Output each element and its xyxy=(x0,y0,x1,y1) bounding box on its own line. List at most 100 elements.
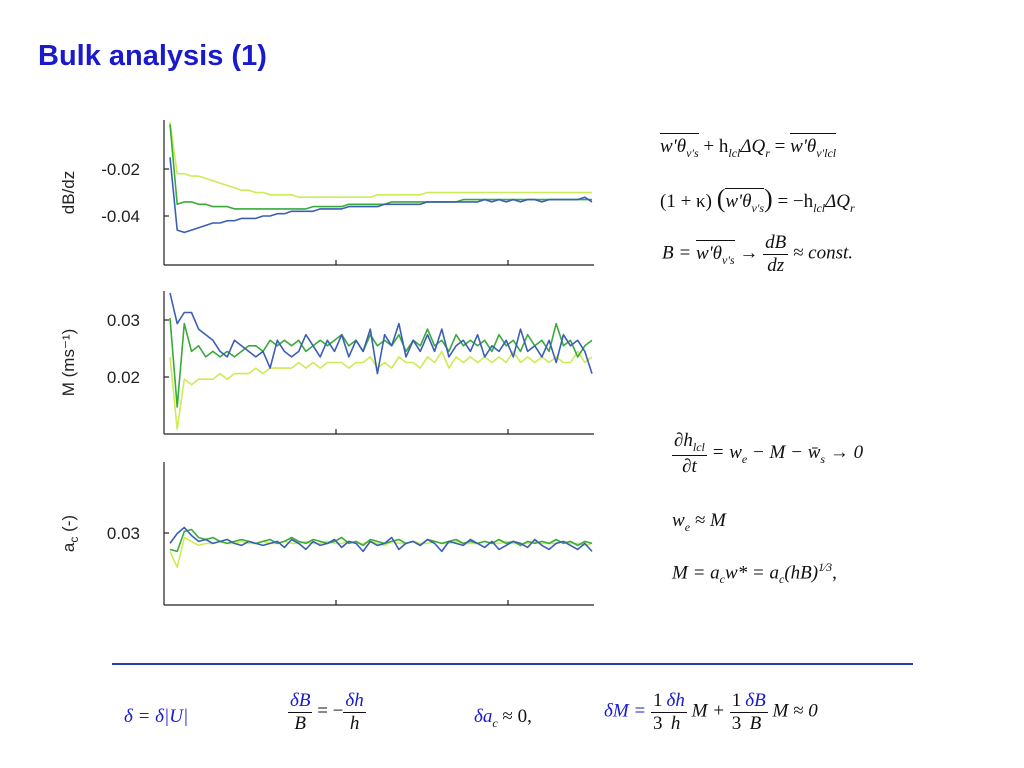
b3-lhs: δa xyxy=(474,706,493,727)
b3-sub-c: c xyxy=(492,715,498,730)
eq1-flux-term: w'θ xyxy=(660,136,687,157)
y-axis-label: dB/dz xyxy=(59,171,78,214)
eq2-rhs: = −h xyxy=(772,191,814,212)
eq6-paren: (hB) xyxy=(784,562,819,584)
eq1-sub-lcl: lcl xyxy=(728,145,741,160)
eq4-num-sub: lcl xyxy=(692,439,705,454)
series-line xyxy=(169,528,593,553)
eq4-num: ∂h xyxy=(674,430,693,451)
b4-n4: δB xyxy=(745,690,766,711)
eq4-fraction: ∂hlcl ∂t xyxy=(672,430,707,477)
equation-lcl-tendency: ∂hlcl ∂t = we − M − w̄s → 0 xyxy=(672,430,863,477)
b4-m1: M + xyxy=(686,700,730,722)
b1-u: |U| xyxy=(164,706,189,727)
b4-lhs: δM = xyxy=(604,700,651,722)
y-tick-label: -0.02 xyxy=(101,160,140,179)
eq3-sub-s: 's xyxy=(727,252,735,267)
equation-mass-flux: M = acw* = ac(hB)1⁄3, xyxy=(672,560,837,587)
bottom-equation-delta-u: δ = δ|U| xyxy=(124,706,188,728)
eq3-num: dB xyxy=(763,232,789,255)
chart-panel-1: -0.02 -0.04 dB/dz xyxy=(59,120,594,266)
eq1-sub-v2: v xyxy=(816,145,822,160)
chart-panel-2: 0.03 0.02 M (ms⁻¹) xyxy=(59,291,594,435)
series-line xyxy=(169,317,593,408)
eq4-mid: − M − xyxy=(747,442,808,464)
b4-d4: B xyxy=(749,712,762,734)
b2-num1: δB xyxy=(290,690,311,711)
b4-frac4: δB B xyxy=(743,690,768,735)
eq3-arrow: → xyxy=(734,242,764,264)
eq2-paren-open: ( xyxy=(716,184,726,213)
eq6-tail: , xyxy=(832,562,837,584)
bottom-equation-db-dh: δB B = − δh h xyxy=(288,690,366,735)
bottom-equation-delta-ac: δac ≈ 0, xyxy=(474,706,532,731)
eq5-tail: ≈ M xyxy=(690,510,726,531)
y-tick-label: 0.03 xyxy=(107,524,140,543)
b4-frac2: δh h xyxy=(664,690,687,735)
eq2-sub-s: 's xyxy=(756,200,765,215)
b4-tail: M ≈ 0 xyxy=(767,700,818,722)
eq2-sub-lcl: lcl xyxy=(813,200,826,215)
y-tick-label: 0.03 xyxy=(107,311,140,330)
b4-n3: 1 xyxy=(729,690,744,713)
eq2-lhs: (1 + κ) xyxy=(660,191,712,212)
series-line xyxy=(169,526,593,553)
eq1-delta-q: ΔQ xyxy=(740,136,766,157)
eq6-sub-c2: c xyxy=(778,572,785,587)
eq6-exponent: 1⁄3 xyxy=(818,560,833,574)
b4-d2: h xyxy=(670,712,681,734)
eq6-mid: w* = a xyxy=(724,562,779,584)
eq1-plus-h: + h xyxy=(698,136,729,157)
b2-den2: h xyxy=(349,712,360,734)
eq3-tail: ≈ const. xyxy=(788,242,853,264)
b1-lhs: δ = δ xyxy=(124,706,164,727)
eq3-b: B = xyxy=(662,242,696,264)
b2-mid: = − xyxy=(312,700,344,722)
b2-num2: δh xyxy=(345,690,364,711)
eq3-den: dz xyxy=(767,254,785,276)
eq4-ws: w̄ xyxy=(807,442,821,464)
section-divider xyxy=(112,663,913,665)
eq1-equals: = xyxy=(769,136,791,157)
eq1-sub-v: v xyxy=(686,145,692,160)
eq1-sub-s: 's xyxy=(691,145,699,160)
eq3-flux: w'θ xyxy=(695,242,723,264)
series-line xyxy=(169,124,592,210)
eq5-sub-e: e xyxy=(684,519,691,534)
y-tick-label: 0.02 xyxy=(107,368,140,387)
series-line xyxy=(169,292,593,375)
equation-flux-balance: w'θv's + hlclΔQr = w'θv'lcl xyxy=(660,133,837,161)
eq5-w: w xyxy=(672,510,685,531)
b2-frac1: δB B xyxy=(288,690,313,735)
y-tick-label: -0.04 xyxy=(101,207,140,226)
eq2-sub-v: v xyxy=(751,200,757,215)
bottom-equation-delta-m: δM = 1 3 δh h M + 1 3 δB B M ≈ 0 xyxy=(604,690,818,735)
eq3-sub-v: v xyxy=(722,252,728,267)
eq2-delta-q: ΔQ xyxy=(825,191,851,212)
b4-d1: 3 xyxy=(652,712,663,734)
y-axis-label: M (ms⁻¹) xyxy=(59,329,78,397)
eq1-sub-lcl2: 'lcl xyxy=(821,145,837,160)
b4-d3: 3 xyxy=(731,712,742,734)
eq6-sub-c: c xyxy=(719,572,725,587)
b2-den1: B xyxy=(294,712,307,734)
b4-n2: δh xyxy=(666,690,685,711)
b3-tail: ≈ 0, xyxy=(497,706,532,727)
chart-panel-3: 0.03 ac (-) xyxy=(59,462,594,606)
equation-we-approx-m: we ≈ M xyxy=(672,510,726,535)
series-line xyxy=(169,157,593,234)
series-line xyxy=(169,350,593,431)
eq4-eq: = w xyxy=(706,442,742,464)
eq1-sub-r: r xyxy=(765,145,770,160)
b4-n1: 1 xyxy=(650,690,665,713)
y-axis-label: ac (-) xyxy=(59,515,81,552)
eq2-sub-r: r xyxy=(850,200,855,215)
eq4-sub-e: e xyxy=(741,451,748,466)
eq4-sub-s: s xyxy=(820,451,826,466)
equation-buoyancy-gradient: B = w'θv's → dB dz ≈ const. xyxy=(662,232,853,277)
equation-entrainment-ratio: (1 + κ) (w'θv's) = −hlclΔQr xyxy=(660,184,855,216)
slide-title: Bulk analysis (1) xyxy=(38,40,267,72)
eq1-rhs-flux: w'θ xyxy=(790,136,817,157)
